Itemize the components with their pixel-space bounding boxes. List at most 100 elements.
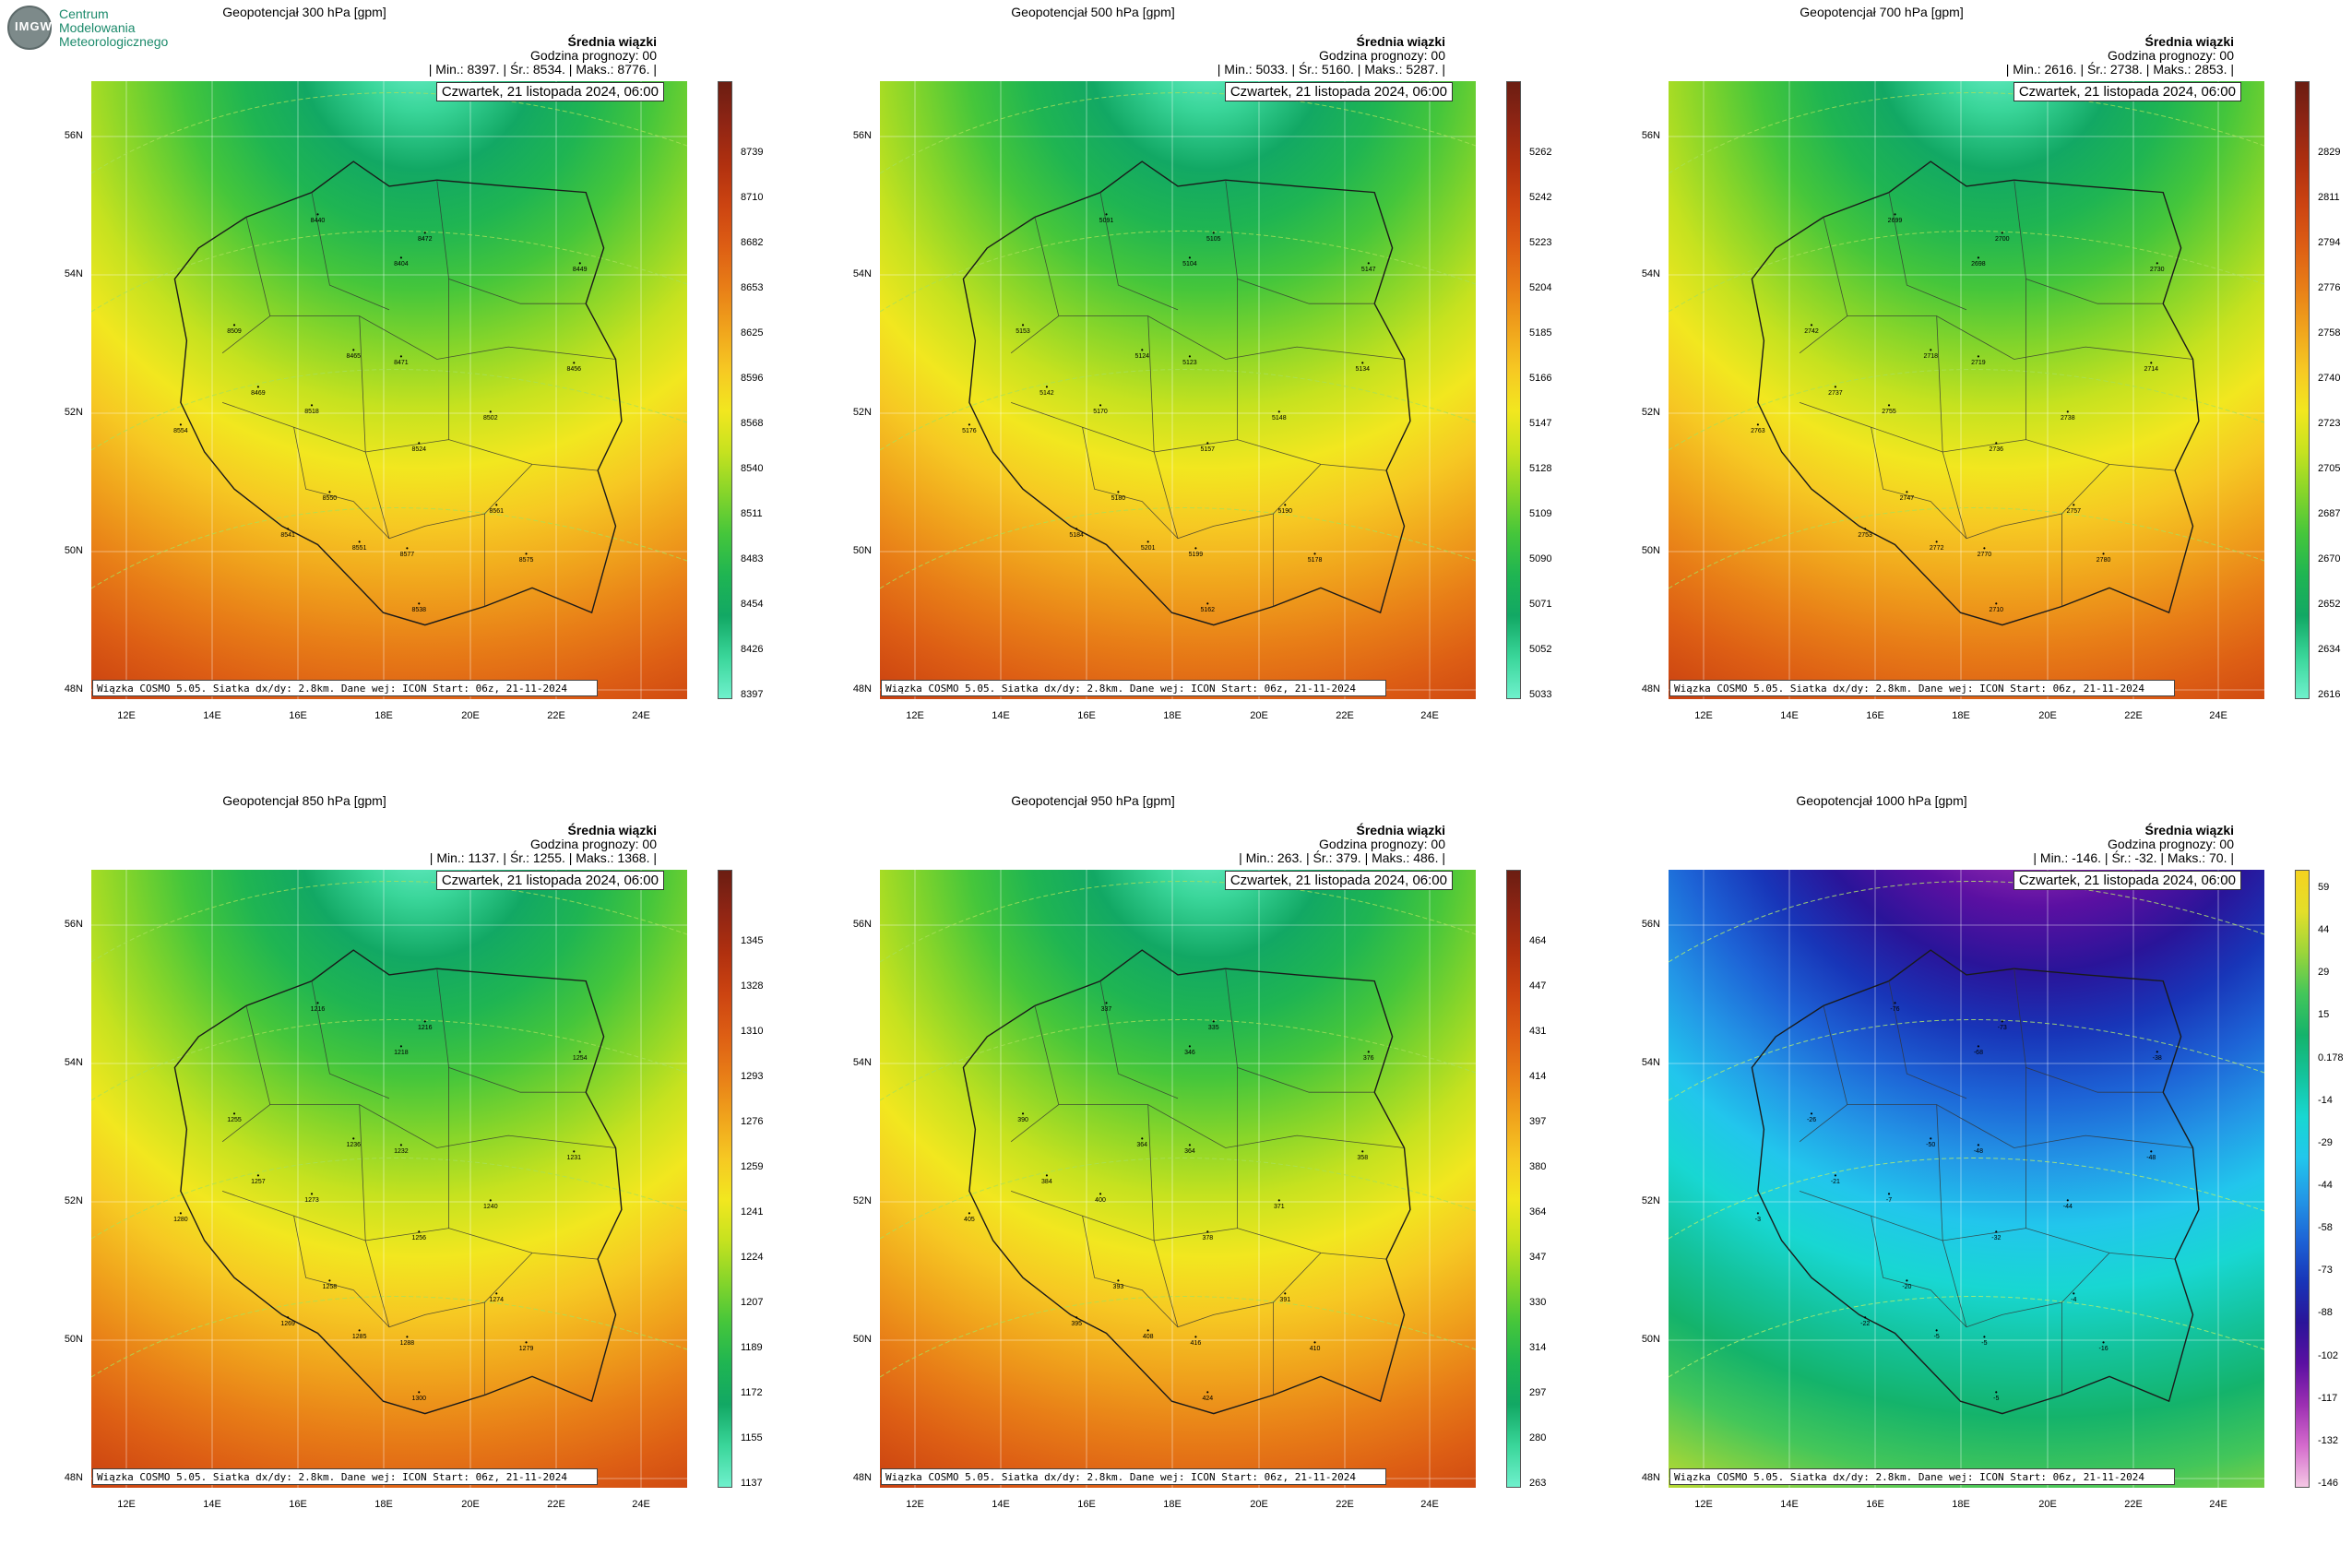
city-dot: • [1140, 1134, 1144, 1144]
city-value: 5157 [1200, 445, 1216, 453]
city-marker: • -5 [1909, 1325, 1965, 1340]
colorbar-tick: 1172 [741, 1387, 763, 1398]
lon-label: 16E [1077, 710, 1096, 721]
lon-label: 12E [117, 1499, 136, 1510]
city-dot: • [1935, 1325, 1939, 1335]
city-marker: • 410 [1288, 1339, 1343, 1353]
city-value: 384 [1041, 1179, 1052, 1186]
lon-label: 18E [374, 1499, 393, 1510]
city-value: 2730 [2149, 267, 2165, 274]
city-dot: • [286, 525, 290, 534]
geopotential-map: • -76 • -68 • -73 • -38 • -26 • -50 • -48 • -48 • -21 • -7 •… [1669, 870, 2264, 1488]
colorbar-tick: 330 [1529, 1297, 1547, 1308]
member-label: Średnia wiązki [2144, 823, 2234, 837]
city-marker: • 2753 [1837, 526, 1893, 540]
colorbar-tick: -117 [2318, 1392, 2338, 1404]
city-value: 5134 [1355, 365, 1371, 373]
city-value: -68 [1973, 1049, 1983, 1056]
colorbar-tick: 1207 [741, 1297, 764, 1308]
colorbar-tick: 8397 [741, 689, 764, 700]
city-value: 8575 [518, 557, 534, 564]
city-dot: • [1929, 1134, 1932, 1144]
city-dot: • [968, 1208, 971, 1218]
city-value: 1300 [411, 1395, 427, 1402]
city-value: -5 [1981, 1339, 1988, 1347]
colorbar-tick: 297 [1529, 1387, 1547, 1398]
colorbar-tick: 8596 [741, 373, 764, 384]
city-dot: • [489, 408, 493, 417]
colorbar-tick: 8568 [741, 418, 764, 429]
lat-label: 52N [852, 1195, 872, 1206]
city-value: 376 [1362, 1055, 1374, 1063]
colorbar-tick: 44 [2318, 924, 2330, 936]
city-marker: • -22 [1837, 1314, 1893, 1328]
city-dot: • [316, 998, 319, 1007]
city-value: 8554 [173, 427, 188, 434]
city-marker: • 2738 [2040, 409, 2096, 422]
city-value: 1280 [173, 1216, 188, 1223]
colorbar-tick: 5204 [1529, 282, 1552, 293]
city-marker: • 5184 [1049, 526, 1104, 540]
city-marker: • 5124 [1114, 347, 1170, 361]
lat-label: 52N [64, 407, 83, 418]
city-dot: • [1905, 1277, 1908, 1286]
city-dot: • [1212, 1016, 1216, 1026]
city-dot: • [1105, 209, 1108, 219]
city-marker: • -16 [2076, 1339, 2132, 1353]
city-value: 8456 [566, 365, 582, 373]
city-marker: • 408 [1121, 1326, 1176, 1340]
lat-label: 48N [1641, 1472, 1660, 1483]
city-value: 5190 [1277, 507, 1293, 515]
city-value: 408 [1142, 1333, 1154, 1340]
city-dot: • [327, 1277, 331, 1286]
city-marker: • 376 [1341, 1049, 1396, 1063]
panel-title: Geopotencjał 700 hPa [gpm] [1800, 5, 1964, 19]
city-dot: • [1105, 998, 1108, 1007]
city-dot: • [489, 1196, 493, 1206]
city-dot: • [1756, 1208, 1760, 1218]
city-value: 2714 [2144, 365, 2159, 373]
city-value: -38 [2152, 1055, 2162, 1063]
city-marker: • 337 [1078, 998, 1134, 1013]
city-marker: • 8404 [374, 253, 429, 267]
city-value: 2747 [1899, 495, 1915, 503]
city-dot: • [578, 259, 582, 268]
city-value: 5178 [1307, 557, 1323, 564]
city-marker: • 1279 [499, 1338, 554, 1353]
city-value: 2719 [1971, 359, 1986, 366]
city-dot: • [1099, 1190, 1102, 1199]
colorbar-tick: 8710 [741, 192, 764, 203]
lon-label: 14E [203, 710, 221, 721]
lat-label: 56N [852, 130, 872, 141]
city-dot: • [179, 1208, 183, 1218]
city-marker: • 8472 [398, 229, 453, 243]
city-value: 8472 [417, 235, 433, 243]
lat-label: 50N [64, 545, 83, 556]
city-marker: • 5178 [1288, 551, 1343, 564]
city-marker: • 1273 [284, 1191, 339, 1205]
colorbar-tick: 2794 [2318, 237, 2341, 248]
city-value: 2770 [1977, 551, 1992, 558]
city-dot: • [232, 1110, 236, 1119]
city-dot: • [399, 253, 403, 262]
city-marker: • 1236 [326, 1135, 381, 1149]
city-dot: • [572, 358, 576, 367]
city-marker: • -21 [1808, 1172, 1863, 1186]
city-dot: • [2001, 228, 2004, 237]
lat-label: 48N [1641, 683, 1660, 695]
colorbar-tick: 5052 [1529, 644, 1552, 655]
colorbar-tick: 2652 [2318, 599, 2341, 610]
city-value: 5162 [1200, 606, 1216, 613]
lon-label: 14E [1780, 1499, 1799, 1510]
city-dot: • [525, 1338, 528, 1348]
city-value: 1236 [346, 1142, 362, 1149]
city-marker: • 5105 [1186, 229, 1241, 243]
city-marker: • 8550 [302, 489, 357, 503]
city-value: 1240 [483, 1204, 498, 1211]
city-value: 378 [1202, 1234, 1214, 1241]
city-marker: • 8469 [231, 384, 286, 398]
colorbar-tick: 347 [1529, 1252, 1547, 1263]
city-dot: • [2072, 500, 2075, 509]
city-value: -5 [1933, 1333, 1940, 1340]
city-marker: • -20 [1879, 1277, 1934, 1291]
